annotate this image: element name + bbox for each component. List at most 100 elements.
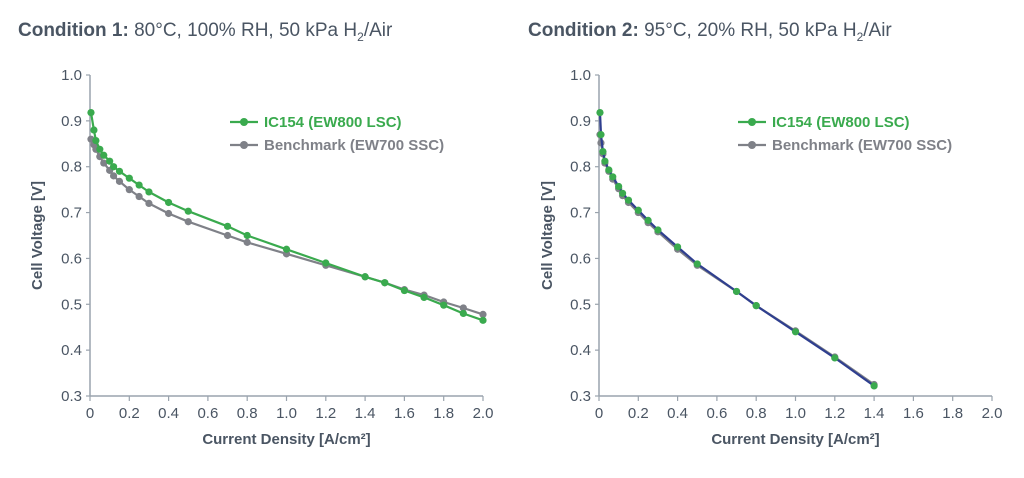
chart-2-x-tick-label: 1.6: [903, 405, 924, 422]
legend-1-ic154-label: IC154 (EW800 LSC): [264, 114, 402, 131]
chart-1-x-tick-label: 1.4: [355, 405, 376, 422]
chart-1-series-ic154-point: [92, 136, 100, 145]
chart-2-series-ic154-point: [596, 109, 604, 117]
chart-2-x-tick-label: 0.8: [746, 405, 767, 422]
legend-1-ic154-swatch-marker: [240, 118, 248, 126]
chart-1-series-benchmark-point: [135, 192, 143, 201]
chart-2-series-ic154-point: [644, 216, 652, 224]
chart-1-series-ic154-point: [459, 309, 467, 318]
chart-1-series-benchmark-point: [145, 199, 153, 207]
chart-1-series-ic154-point: [109, 163, 118, 171]
chart-1-x-tick-label: 0.6: [197, 405, 218, 422]
chart-2-y-tick-label: 0.9: [570, 113, 591, 130]
chart-1-x-tick-label: 1.6: [394, 405, 415, 422]
chart-2-series-ic154-point: [831, 354, 839, 362]
chart-1-x-tick-label: 0.2: [119, 405, 140, 422]
legend-2-benchmark-label: Benchmark (EW700 SSC): [772, 137, 952, 154]
chart-2-x-tick-label: 0.2: [628, 405, 649, 422]
chart-1-y-tick-label: 0.4: [61, 342, 82, 359]
chart-1-series-benchmark-point: [184, 218, 192, 226]
chart-2-y-tick-label: 0.5: [570, 296, 591, 313]
chart-1-series-ic154-point: [90, 126, 98, 134]
chart-1-title-subscript: 2: [357, 29, 364, 44]
chart-1-y-tick-label: 0.3: [61, 388, 82, 405]
chart-2-series-ic154-point: [791, 328, 800, 336]
chart-1-title-suffix: /Air: [363, 20, 393, 41]
chart-2-y-tick-label: 1.0: [570, 67, 591, 84]
chart-2-x-tick-label: 0.6: [706, 405, 727, 422]
chart-1-series-ic154-point: [381, 279, 389, 287]
chart-1-series-ic154-point: [115, 167, 124, 175]
chart-1-series-ic154-point: [243, 231, 251, 240]
chart-2-series-ic154-point: [615, 182, 623, 191]
chart-2-x-tick-label: 2.0: [982, 405, 1003, 422]
chart-1-series-benchmark-point: [459, 304, 467, 312]
chart-2-series-ic154-point: [601, 157, 609, 165]
chart-1-y-tick-label: 0.7: [61, 205, 82, 222]
chart-1-title-bold: Condition 1:: [18, 20, 129, 41]
legend-2-ic154-swatch-marker: [748, 118, 756, 126]
legend-1-benchmark-label: Benchmark (EW700 SSC): [264, 137, 444, 154]
chart-2-x-tick-label: 1.4: [864, 405, 885, 422]
chart-1-series-ic154-point: [400, 286, 408, 295]
chart-1-x-tick-label: 1.2: [315, 405, 336, 422]
chart-2-y-tick-label: 0.6: [570, 250, 591, 267]
chart-1-series-ic154-point: [184, 207, 192, 215]
chart-1-y-axis-title: Cell Voltage [V]: [29, 181, 46, 290]
chart-1-series-ic154-point: [165, 198, 173, 207]
chart-1-x-tick-label: 1.0: [276, 405, 297, 422]
chart-2-series-ic154-point: [605, 166, 613, 174]
legend-2-benchmark-swatch-marker: [748, 141, 756, 149]
chart-1-series-benchmark-point: [100, 159, 108, 167]
chart-1-series-ic154-point: [282, 245, 291, 253]
chart-1-series-ic154-point: [100, 151, 108, 159]
chart-2-series-ic154-point: [618, 189, 627, 197]
chart-2-title-bold: Condition 2:: [528, 20, 639, 41]
chart-1-series-ic154-point: [96, 145, 104, 153]
chart-1-series-ic154-point: [223, 222, 232, 230]
chart-1-x-axis-title: Current Density [A/cm²]: [202, 431, 370, 448]
chart-1-series-benchmark-line: [90, 138, 484, 316]
chart-1-series-benchmark-point: [115, 177, 124, 185]
chart-1-series-ic154-point: [361, 273, 369, 281]
chart-1-series-benchmark-point: [125, 186, 133, 194]
chart-2-series-ic154-point: [634, 206, 642, 214]
chart-1-x-tick-label: 0.4: [158, 405, 179, 422]
chart-1-title: Condition 1: 80°C, 100% RH, 50 kPa H2/Ai…: [18, 20, 392, 44]
chart-1-series-benchmark-point: [243, 238, 251, 246]
chart-1-y-tick-label: 1.0: [61, 67, 82, 84]
chart-2-y-tick-label: 0.7: [570, 205, 591, 222]
chart-2-series-ic154-point: [609, 173, 617, 181]
chart-2-y-tick-label: 0.3: [570, 388, 591, 405]
chart-1-x-tick-label: 0.8: [237, 405, 258, 422]
chart-1-series-benchmark-point: [109, 172, 118, 180]
chart-2-title-text: 95°C, 20% RH, 50 kPa H: [638, 20, 857, 41]
chart-2-title-suffix: /Air: [863, 20, 892, 41]
chart-2-y-tick-label: 0.8: [570, 159, 591, 176]
chart-1-series-ic154-point: [87, 109, 95, 117]
chart-2-x-tick-label: 0: [595, 405, 603, 422]
chart-1-series-ic154-point: [420, 293, 428, 302]
chart-2-series-ic154-point: [732, 287, 741, 296]
chart-2-y-tick-label: 0.4: [570, 342, 591, 359]
chart-1-x-tick-label: 1.8: [433, 405, 454, 422]
chart-2-title-subscript: 2: [856, 29, 864, 44]
chart-2-series-ic154-point: [752, 302, 760, 310]
chart-1-series-ic154-point: [125, 174, 133, 182]
chart-1-y-tick-label: 0.9: [61, 113, 82, 130]
chart-1-series-benchmark-point: [479, 310, 487, 318]
chart-1-y-tick-label: 0.5: [61, 296, 82, 313]
chart-1-y-tick-label: 0.8: [61, 159, 82, 176]
chart-2-series-ic154-point: [870, 382, 878, 390]
chart-2-series-ic154-point: [624, 196, 633, 204]
chart-1-y-tick-label: 0.6: [61, 250, 82, 267]
chart-2-x-tick-label: 0.4: [667, 405, 688, 422]
legend-1-benchmark-swatch-marker: [240, 141, 248, 149]
chart-1-series-ic154-point: [135, 181, 143, 189]
chart-2-x-tick-label: 1.0: [785, 405, 806, 422]
chart-1-series-ic154-point: [440, 301, 448, 309]
chart-1-series-ic154-point: [322, 259, 330, 267]
chart-1-x-tick-label: 0: [86, 405, 94, 422]
